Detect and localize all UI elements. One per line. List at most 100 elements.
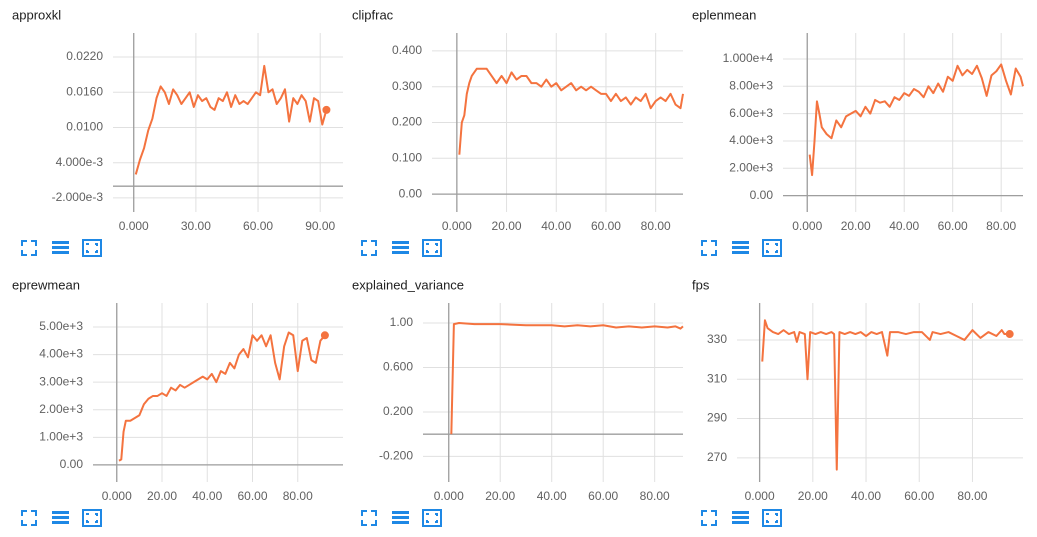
y-tick-label: 290 <box>707 411 727 425</box>
chart-title: explained_variance <box>352 277 464 292</box>
icon <box>732 241 749 244</box>
icon <box>52 521 69 524</box>
y-tick-label: 310 <box>707 371 727 385</box>
y-tick-label: 0.400 <box>392 43 422 57</box>
y-tick-label: 0.0100 <box>66 120 103 134</box>
icon <box>361 240 377 256</box>
icon <box>82 509 102 527</box>
icon <box>732 511 749 514</box>
fit-domain-button[interactable] <box>422 239 442 257</box>
x-tick-label: 40.00 <box>541 219 571 233</box>
icon <box>361 510 377 526</box>
y-tick-label: 8.00e+3 <box>729 78 773 92</box>
series-line <box>761 319 1010 471</box>
fullscreen-button[interactable] <box>361 510 377 526</box>
x-tick-label: 20.00 <box>485 489 515 503</box>
toggle-log-button[interactable] <box>52 241 69 254</box>
series-line <box>458 67 684 155</box>
series-line <box>118 331 326 462</box>
x-tick-label: 80.00 <box>283 489 313 503</box>
icon <box>422 239 442 257</box>
x-tick-label: 0.000 <box>434 489 464 503</box>
chart-panel: approxkl 0.0220 0.0160 0.0100 4.000e-3 -2.000… <box>12 7 343 257</box>
fullscreen-button[interactable] <box>361 240 377 256</box>
x-tick-label: 30.00 <box>181 219 211 233</box>
chart-title: approxkl <box>12 7 61 22</box>
x-tick-label: 0.000 <box>792 219 822 233</box>
x-tick-label: 20.00 <box>798 489 828 503</box>
icon <box>732 521 749 524</box>
y-tick-label: 330 <box>707 332 727 346</box>
y-tick-label: 0.00 <box>399 186 423 200</box>
fit-domain-button[interactable] <box>422 509 442 527</box>
icon <box>762 239 782 257</box>
x-tick-label: 0.000 <box>119 219 149 233</box>
icon <box>732 516 749 519</box>
icon <box>701 240 717 256</box>
toggle-log-button[interactable] <box>52 511 69 524</box>
chart-panel: explained_variance 1.00 0.600 0.200 -0.200 0.… <box>352 277 684 527</box>
icon <box>52 251 69 254</box>
fullscreen-button[interactable] <box>701 510 717 526</box>
fullscreen-button[interactable] <box>21 240 37 256</box>
x-tick-label: 90.00 <box>305 219 335 233</box>
icon <box>732 251 749 254</box>
x-tick-label: 80.00 <box>986 219 1016 233</box>
icon <box>426 243 438 253</box>
fit-domain-button[interactable] <box>82 509 102 527</box>
y-tick-label: 0.0160 <box>66 84 103 98</box>
y-tick-label: 1.00e+3 <box>39 429 83 443</box>
icon <box>392 251 409 254</box>
y-tick-label: 0.300 <box>392 79 422 93</box>
y-tick-label: 2.00e+3 <box>729 160 773 174</box>
y-tick-label: 1.000e+4 <box>723 51 774 65</box>
x-tick-label: 60.00 <box>237 489 267 503</box>
icon <box>762 509 782 527</box>
x-tick-label: 0.000 <box>102 489 132 503</box>
x-tick-label: 80.00 <box>957 489 987 503</box>
fullscreen-button[interactable] <box>21 510 37 526</box>
x-tick-label: 20.00 <box>492 219 522 233</box>
icon <box>392 516 409 519</box>
icon <box>766 243 778 253</box>
icon <box>86 243 98 253</box>
y-tick-label: -0.200 <box>379 449 413 463</box>
toggle-log-button[interactable] <box>732 241 749 254</box>
y-tick-label: 0.0220 <box>66 49 103 63</box>
chart-title: eprewmean <box>12 277 80 292</box>
toggle-log-button[interactable] <box>392 511 409 524</box>
y-tick-label: 1.00 <box>390 315 414 329</box>
series-line <box>450 322 684 435</box>
y-tick-label: 0.00 <box>750 188 774 202</box>
icon <box>426 513 438 523</box>
x-tick-label: 80.00 <box>640 489 670 503</box>
chart-panel: eprewmean 5.00e+3 4.00e+3 3.00e+3 2.00e+3 1.0… <box>12 277 343 527</box>
x-tick-label: 0.000 <box>442 219 472 233</box>
x-tick-label: 80.00 <box>641 219 671 233</box>
y-tick-label: 0.00 <box>60 457 84 471</box>
fit-domain-button[interactable] <box>762 509 782 527</box>
y-tick-label: -2.000e-3 <box>52 190 104 204</box>
toggle-log-button[interactable] <box>392 241 409 254</box>
chart-panel: clipfrac 0.400 0.300 0.200 0.100 0.00 0.000 20.… <box>352 7 684 257</box>
x-tick-label: 60.00 <box>243 219 273 233</box>
x-tick-label: 40.00 <box>889 219 919 233</box>
fullscreen-button[interactable] <box>701 240 717 256</box>
toggle-log-button[interactable] <box>732 511 749 524</box>
icon <box>52 241 69 244</box>
x-tick-label: 20.00 <box>841 219 871 233</box>
fit-domain-button[interactable] <box>82 239 102 257</box>
x-tick-label: 60.00 <box>904 489 934 503</box>
chart-panel: fps 330 310 290 270 0.000 20.00 40.00 60.00 80.00 <box>692 277 1023 527</box>
y-tick-label: 270 <box>707 450 727 464</box>
chart-title: eplenmean <box>692 7 756 22</box>
y-tick-label: 2.00e+3 <box>39 402 83 416</box>
icon <box>21 240 37 256</box>
y-tick-label: 4.00e+3 <box>729 133 773 147</box>
chart-title: clipfrac <box>352 7 394 22</box>
y-tick-label: 6.00e+3 <box>729 106 773 120</box>
icon <box>732 246 749 249</box>
icon <box>701 510 717 526</box>
fit-domain-button[interactable] <box>762 239 782 257</box>
